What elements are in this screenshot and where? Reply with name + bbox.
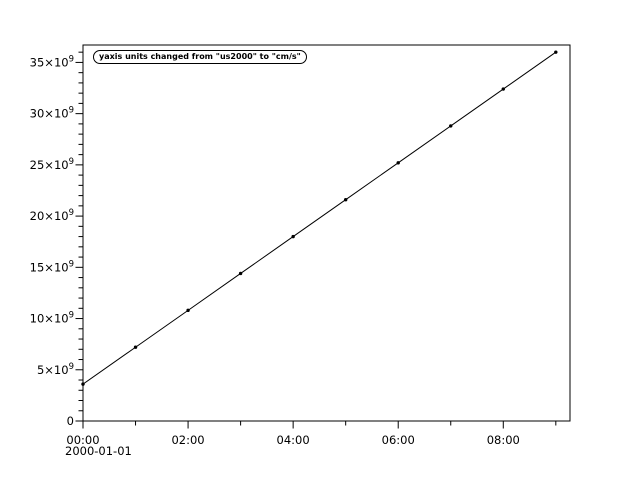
y-tick-label: 30×109 <box>30 106 74 121</box>
data-point <box>554 50 558 54</box>
data-point <box>396 161 400 165</box>
y-tick-label: 5×109 <box>37 362 74 377</box>
y-tick-label: 25×109 <box>30 157 74 172</box>
data-point <box>186 308 190 313</box>
x-tick-label: 02:00 <box>171 433 204 447</box>
y-tick-label: 0 <box>67 414 74 428</box>
y-tick-label: 15×109 <box>30 259 74 274</box>
annotation-text: yaxis units changed from "us2000" to "cm… <box>99 52 301 61</box>
x-tick-label: 00:00 <box>66 433 99 447</box>
x-tick-label: 04:00 <box>277 433 310 447</box>
plot-border <box>82 44 571 422</box>
data-point <box>238 271 243 276</box>
data-point <box>343 198 348 202</box>
x-axis-date-label: 2000-01-01 <box>65 444 132 458</box>
y-tick-label: 20×109 <box>30 208 74 223</box>
data-point <box>449 124 453 128</box>
data-line <box>82 51 557 385</box>
data-point <box>291 234 295 239</box>
data-point <box>501 87 505 91</box>
y-tick-label: 35×109 <box>30 54 74 69</box>
x-tick-label: 06:00 <box>382 433 415 447</box>
y-tick-label: 10×109 <box>30 311 74 326</box>
data-point <box>133 345 138 349</box>
x-tick-label: 08:00 <box>487 433 520 447</box>
annotation-box: yaxis units changed from "us2000" to "cm… <box>93 50 307 64</box>
